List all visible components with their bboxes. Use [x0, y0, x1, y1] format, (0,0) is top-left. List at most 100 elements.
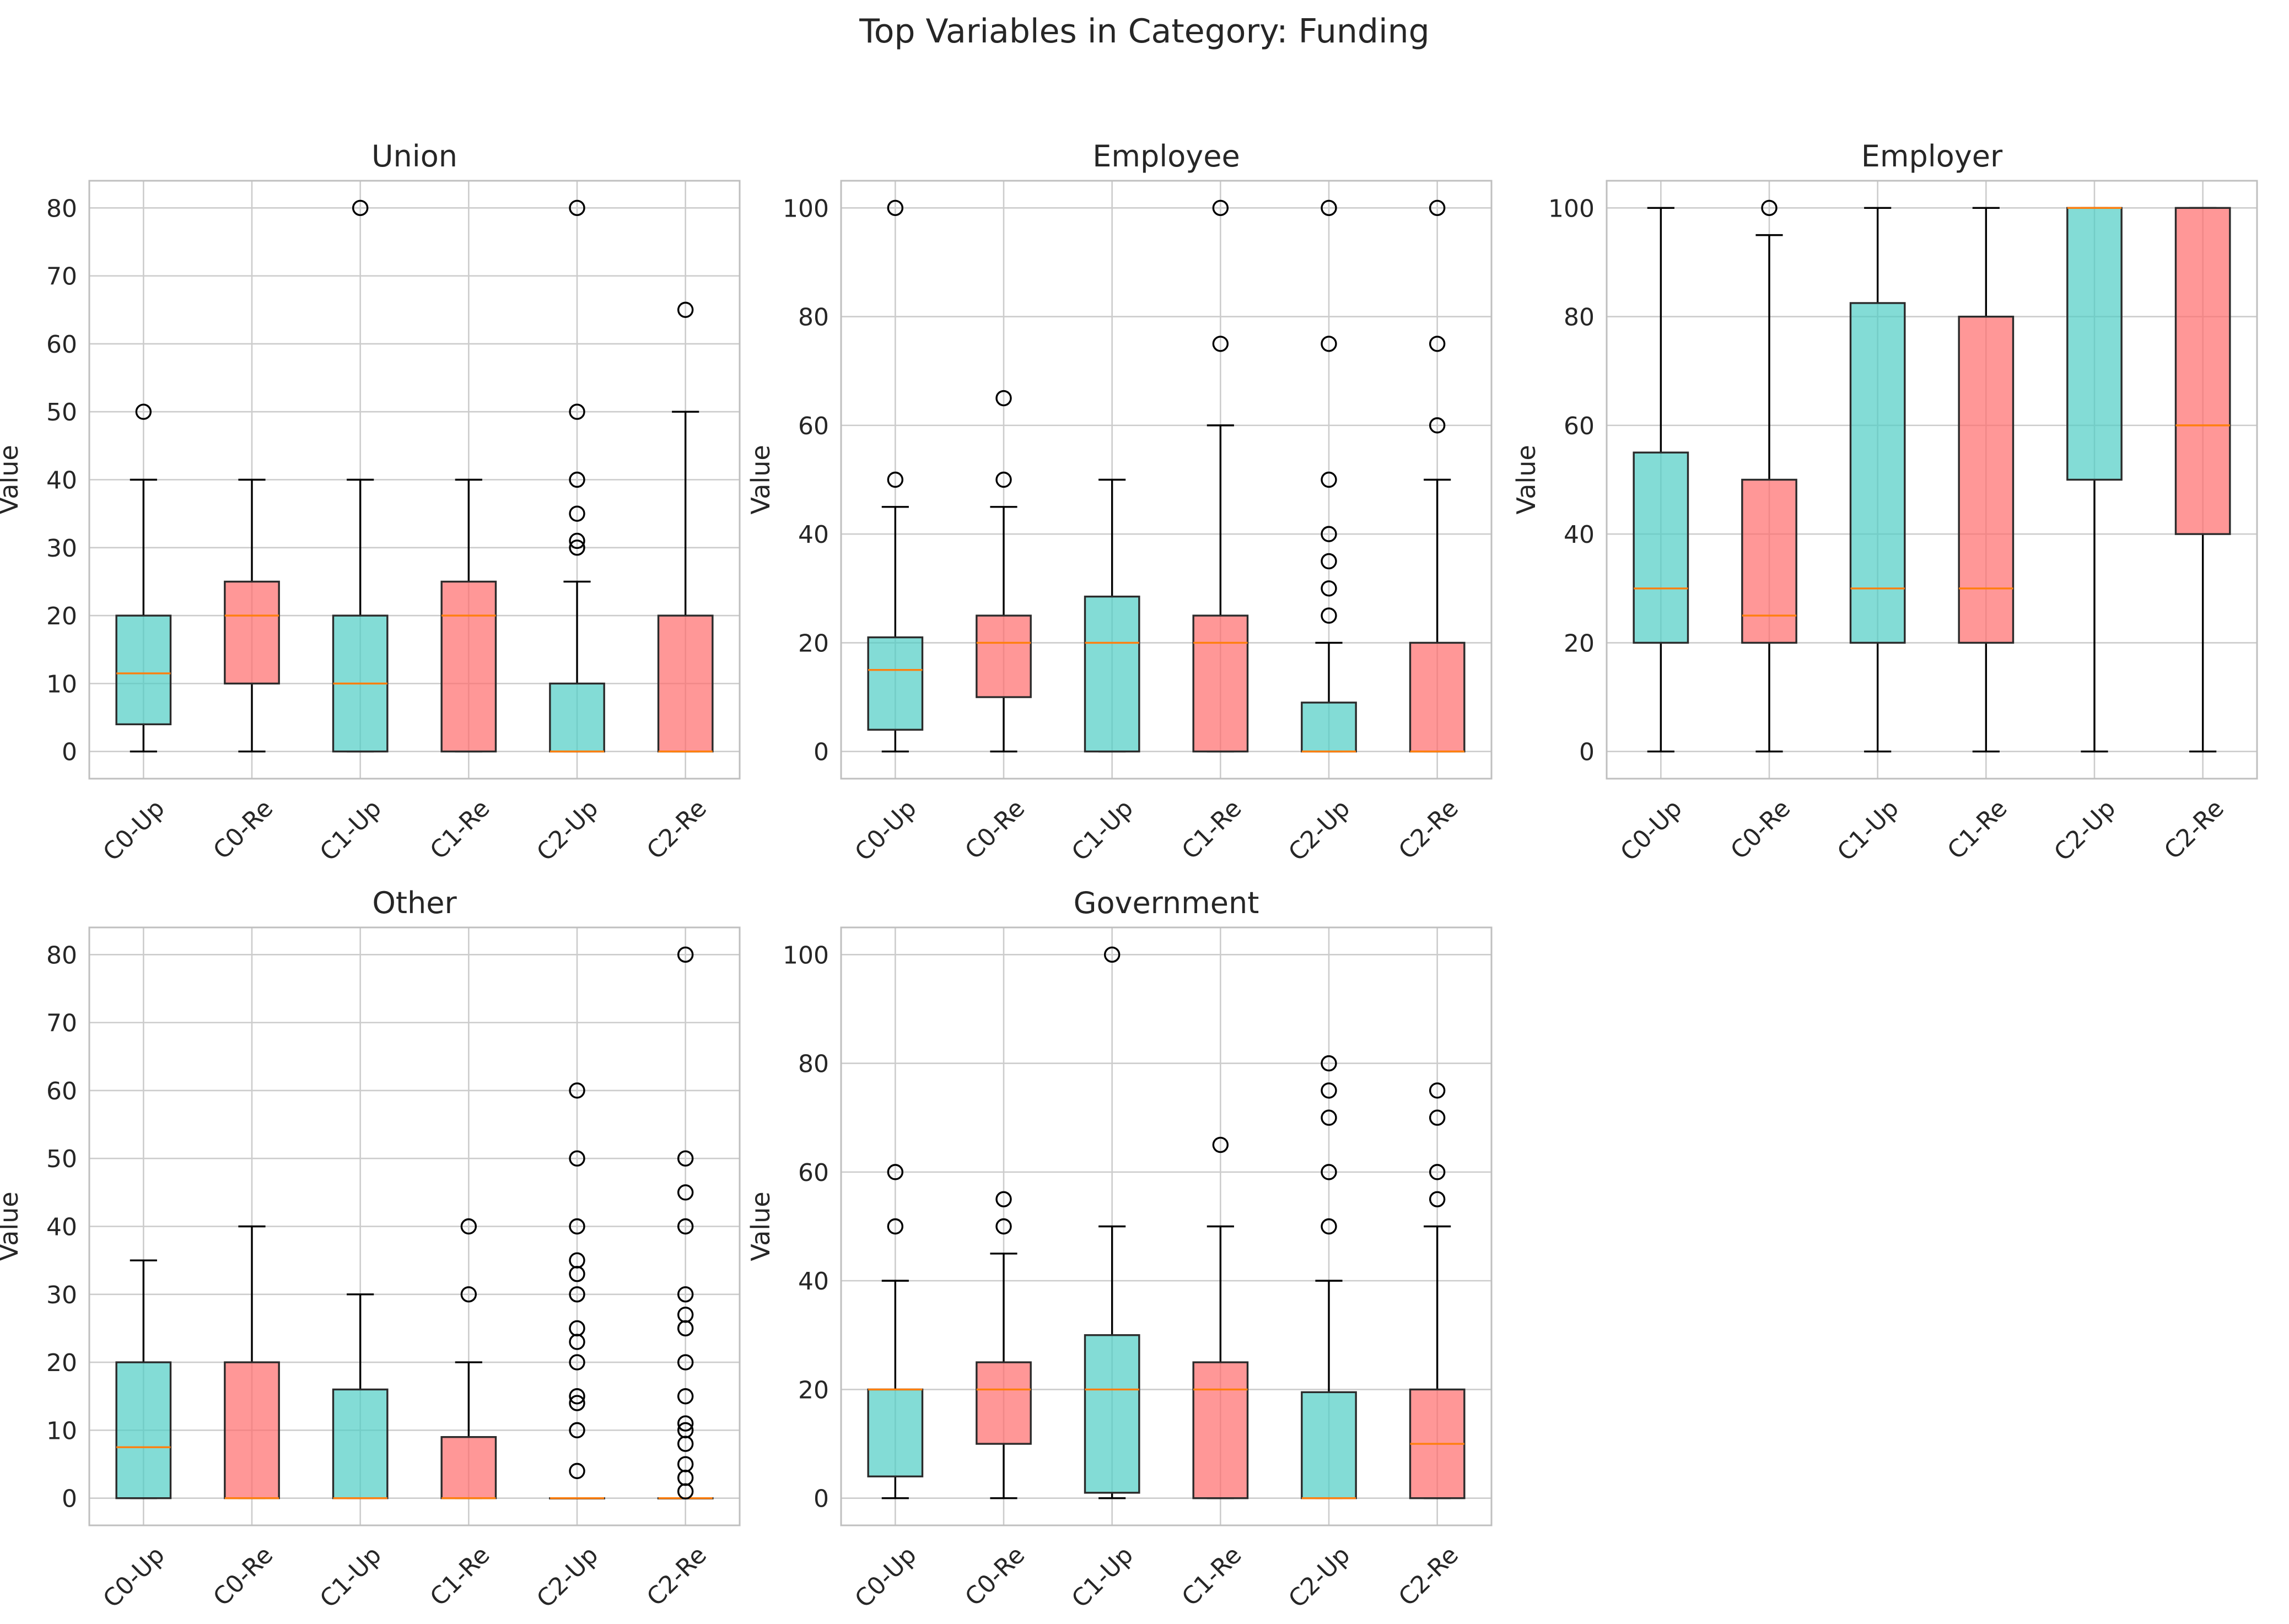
y-tick-label: 30: [46, 535, 77, 563]
y-tick-label: 0: [814, 1485, 829, 1513]
outlier-point: [460, 1286, 477, 1303]
y-tick-label: 50: [46, 1145, 77, 1173]
y-tick-label: 40: [1564, 521, 1595, 549]
box-body: [1741, 478, 1797, 644]
outlier-point: [677, 301, 694, 318]
outlier-point: [677, 1184, 694, 1201]
box-body: [657, 614, 714, 753]
box-c0-re: [224, 478, 280, 753]
y-tick-label: 0: [1579, 738, 1595, 767]
outlier-point: [569, 1463, 585, 1480]
outlier-point: [460, 1218, 477, 1235]
axes-frame: [1606, 180, 2258, 780]
y-tick-label: 60: [798, 1159, 829, 1187]
x-tick-label: C1-Up: [315, 794, 387, 866]
y-tick-label: 20: [798, 1376, 829, 1404]
y-axis-label: Value: [746, 445, 775, 514]
outlier-point: [677, 1422, 694, 1439]
figure-title: Top Variables in Category: Funding: [859, 12, 1430, 51]
y-tick-label: 40: [46, 467, 77, 495]
outlier-point: [887, 1218, 904, 1235]
x-tick-label: C0-Re: [208, 794, 278, 865]
subplot-title: Union: [371, 139, 457, 174]
box-body: [440, 580, 497, 753]
box-body: [976, 614, 1032, 698]
outlier-point: [995, 1218, 1012, 1235]
box-c1-re: [1958, 207, 2015, 753]
box-c0-re: [224, 1225, 280, 1499]
x-tick-label: C2-Up: [1283, 1541, 1355, 1613]
axes-frame: [840, 180, 1493, 780]
subplot-government: 0 20 40 60 80 100 C0-Up C0-Re C1-Up C1-Re C2-Up C2-…: [746, 886, 1493, 1614]
outlier-point: [1321, 471, 1337, 488]
y-tick-label: 60: [798, 412, 829, 440]
box-body: [976, 1361, 1032, 1445]
outlier-point: [569, 1422, 585, 1439]
outlier-point: [1429, 336, 1446, 352]
subplot-title: Employer: [1861, 139, 2003, 174]
box-c1-up: [332, 1293, 389, 1499]
outlier-point: [569, 532, 585, 549]
outlier-point: [1429, 199, 1446, 217]
outlier-point: [1212, 1136, 1229, 1153]
outlier-point: [1321, 526, 1337, 542]
outlier-point: [569, 1218, 585, 1235]
x-tick-label: C2-Up: [531, 1541, 604, 1613]
x-tick-label: C2-Up: [531, 794, 604, 866]
subplot-other: 0 10 20 30 40 50 60 70 80 C0-Up C0-Re C1-Up C1-Re C2-…: [0, 886, 741, 1614]
box-c2-re: [1409, 1082, 1466, 1499]
y-tick-label: 20: [46, 1349, 77, 1377]
y-tick-label: 70: [46, 1010, 77, 1038]
axes-frame: [88, 180, 741, 780]
y-tick-label: 100: [783, 195, 829, 223]
box-body: [1849, 302, 1906, 644]
y-axis-label: Value: [0, 445, 24, 514]
outlier-point: [1212, 199, 1229, 217]
y-tick-label: 80: [46, 195, 77, 223]
box-body: [549, 682, 605, 753]
box-c1-up: [1084, 478, 1140, 753]
box-body: [1192, 1361, 1249, 1499]
outlier-point: [352, 199, 369, 217]
x-tick-label: C1-Up: [1067, 794, 1139, 866]
outlier-point: [1429, 1164, 1446, 1180]
x-tick-label: C2-Up: [2049, 794, 2121, 866]
outlier-point: [1761, 199, 1778, 217]
y-tick-label: 50: [46, 398, 77, 427]
y-tick-label: 40: [798, 521, 829, 549]
box-body: [440, 1436, 497, 1499]
x-tick-label: C0-Re: [960, 1541, 1030, 1611]
box-c2-re: [2174, 207, 2231, 753]
box-c0-re: [976, 1191, 1032, 1499]
y-axis-label: Value: [746, 1191, 775, 1261]
subplot-union: 0 10 20 30 40 50 60 70 80 C0-Up C0-Re C1-Up C1-Re C2-…: [0, 139, 741, 867]
y-axis-label: Value: [1511, 445, 1541, 514]
outlier-point: [569, 1150, 585, 1167]
plot-area: [841, 927, 1491, 1525]
box-body: [2066, 207, 2123, 481]
outlier-point: [677, 1307, 694, 1323]
y-tick-label: 0: [62, 1485, 77, 1513]
x-tick-label: C1-Re: [1177, 1541, 1247, 1611]
outlier-point: [995, 1191, 1012, 1207]
x-tick-label: C0-Re: [208, 1541, 278, 1611]
box-c1-re: [1192, 199, 1249, 753]
y-tick-label: 20: [46, 602, 77, 630]
box-c2-up: [1301, 1055, 1357, 1499]
outlier-point: [1321, 199, 1337, 217]
y-tick-label: 10: [46, 1417, 77, 1445]
y-tick-label: 40: [46, 1213, 77, 1242]
outlier-point: [1321, 1055, 1337, 1072]
y-tick-label: 40: [798, 1267, 829, 1296]
box-c2-re: [1409, 199, 1466, 753]
outlier-point: [677, 946, 694, 963]
outlier-point: [1429, 1082, 1446, 1099]
x-tick-label: C0-Up: [849, 1541, 922, 1613]
outlier-point: [569, 199, 585, 217]
outlier-point: [569, 1320, 585, 1337]
outlier-point: [995, 471, 1012, 488]
outlier-point: [569, 1082, 585, 1099]
outlier-point: [677, 1415, 694, 1432]
box-c0-re: [1741, 199, 1797, 753]
x-tick-label: C1-Re: [1942, 794, 2013, 865]
